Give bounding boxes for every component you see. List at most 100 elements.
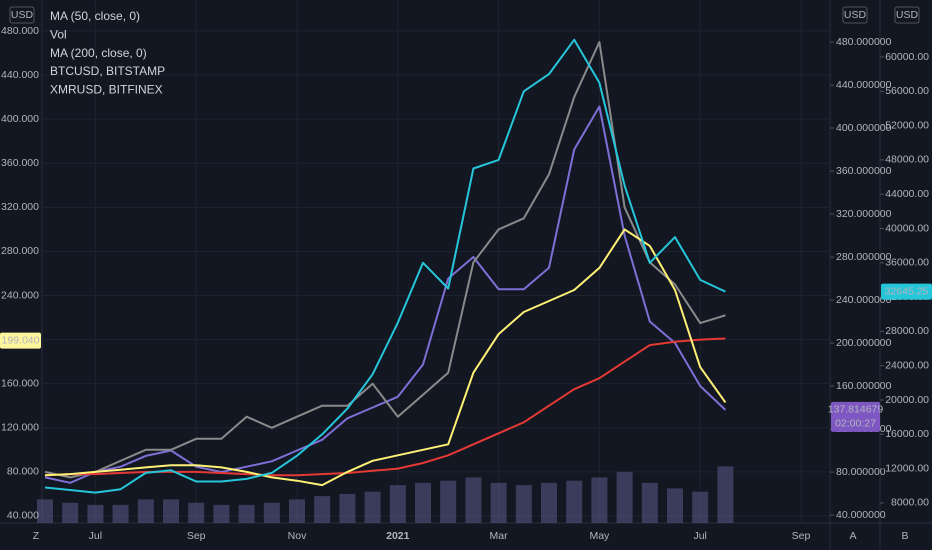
currency-label: USD bbox=[896, 9, 919, 21]
volume-bar bbox=[389, 485, 406, 523]
y-tick-label: 280.000 bbox=[1, 245, 39, 257]
price-countdown: 02:00:27 bbox=[835, 418, 876, 430]
y3-tick-label: 48000.00 bbox=[885, 154, 929, 166]
y3-tick-label: 52000.00 bbox=[885, 119, 929, 131]
y3-tick-label: 56000.00 bbox=[885, 85, 929, 97]
volume-bar bbox=[616, 471, 633, 523]
currency-box bbox=[842, 6, 868, 24]
volume-bar bbox=[440, 480, 457, 523]
price-label: 199.040 bbox=[2, 334, 40, 346]
price-label: 32645.25 bbox=[885, 285, 929, 297]
y3-tick-label: 24000.00 bbox=[885, 359, 929, 371]
y2-tick-label: 240.000000 bbox=[836, 294, 892, 306]
y2-tick-label: 40.000000 bbox=[836, 509, 886, 521]
y-tick-label: 480.000 bbox=[1, 25, 39, 37]
axis-button[interactable]: A bbox=[849, 530, 856, 542]
y2-tick-label: 360.000000 bbox=[836, 165, 892, 177]
axis-button[interactable]: Z bbox=[33, 530, 40, 542]
volume-bar bbox=[541, 482, 557, 523]
y3-tick-label: 28000.00 bbox=[885, 325, 929, 337]
volume-bar bbox=[213, 504, 230, 523]
volume-bar bbox=[490, 482, 507, 523]
price-label-box bbox=[881, 283, 932, 300]
volume-bar bbox=[137, 499, 154, 523]
x-tick-label: Jul bbox=[89, 530, 102, 542]
marks bbox=[37, 38, 734, 523]
y3-tick-label: 12000.00 bbox=[885, 462, 929, 474]
x-tick-label: 2021 bbox=[386, 530, 410, 542]
y-tick-label: 400.000 bbox=[1, 113, 39, 125]
price-label-box bbox=[0, 332, 41, 349]
volume-bar bbox=[112, 504, 129, 523]
series-line bbox=[44, 228, 727, 487]
y-tick-label: 440.000 bbox=[1, 69, 39, 81]
legend-entry[interactable]: Vol bbox=[50, 27, 67, 41]
legend-entry[interactable]: MA (50, close, 0) bbox=[50, 9, 140, 23]
volume-bar bbox=[87, 504, 104, 523]
legend-entry[interactable]: XMRUSD, BITFINEX bbox=[50, 82, 163, 96]
y3-tick-label: 8000.00 bbox=[891, 497, 929, 509]
currency-box bbox=[9, 6, 35, 24]
y-tick-label: 40.000 bbox=[7, 510, 39, 522]
y-tick-label: 160.000 bbox=[1, 377, 39, 389]
y2-tick-label: 440.000000 bbox=[836, 79, 892, 91]
volume-bar bbox=[263, 502, 280, 523]
y3-tick-label: 40000.00 bbox=[885, 222, 929, 234]
y-tick-label: 360.000 bbox=[1, 157, 39, 169]
currency-label: USD bbox=[11, 9, 34, 21]
volume-bar bbox=[314, 496, 331, 523]
y3-tick-label: 36000.00 bbox=[885, 257, 929, 269]
x-tick-label: Sep bbox=[792, 530, 811, 542]
volume-bar bbox=[163, 499, 179, 523]
volume-bar bbox=[415, 482, 431, 523]
volume-bar bbox=[188, 502, 205, 523]
y2-tick-label: 200.000000 bbox=[836, 337, 892, 349]
y2-tick-label: 400.000000 bbox=[836, 122, 892, 134]
legend-entry[interactable]: BTCUSD, BITSTAMP bbox=[50, 64, 165, 78]
y2-tick-label: 480.000000 bbox=[836, 36, 892, 48]
currency-label: USD bbox=[844, 9, 867, 21]
y2-tick-label: 320.000000 bbox=[836, 208, 892, 220]
volume-bar bbox=[515, 485, 532, 523]
y-tick-label: 80.000 bbox=[7, 466, 39, 478]
y3-tick-label: 16000.00 bbox=[885, 428, 929, 440]
series-line bbox=[44, 105, 727, 484]
y3-tick-label: 44000.00 bbox=[885, 188, 929, 200]
legend-entry[interactable]: MA (200, close, 0) bbox=[50, 46, 147, 60]
volume-bar bbox=[465, 477, 482, 523]
grid bbox=[42, 0, 830, 523]
y-tick-label: 120.000 bbox=[1, 422, 39, 434]
volume-bar bbox=[667, 488, 683, 523]
volume-bar bbox=[37, 499, 53, 523]
series-line bbox=[44, 38, 726, 494]
volume-bar bbox=[339, 493, 356, 523]
volume-bar bbox=[641, 482, 658, 523]
x-tick-label: Nov bbox=[288, 530, 307, 542]
volume-bar bbox=[364, 491, 381, 523]
volume-bar bbox=[692, 491, 709, 523]
x-tick-label: Sep bbox=[187, 530, 206, 542]
y2-tick-label: 280.000000 bbox=[836, 251, 892, 263]
y-tick-label: 240.000 bbox=[1, 289, 39, 301]
series-line bbox=[44, 41, 726, 479]
y2-tick-label: 160.000000 bbox=[836, 380, 892, 392]
y2-tick-label: 80.000000 bbox=[836, 466, 886, 478]
price-label: 137.814679 bbox=[828, 404, 884, 416]
x-tick-label: Mar bbox=[490, 530, 509, 542]
volume-bar bbox=[717, 466, 734, 523]
axis-button[interactable]: B bbox=[901, 530, 908, 542]
labels: 40.00080.000120.000160.000200.000240.000… bbox=[0, 6, 932, 542]
volume-bar bbox=[289, 499, 305, 523]
volume-bar bbox=[238, 504, 255, 523]
y3-tick-label: 60000.00 bbox=[885, 51, 929, 63]
volume-bar bbox=[62, 502, 79, 523]
y3-tick-label: 20000.00 bbox=[885, 394, 929, 406]
x-tick-label: May bbox=[589, 530, 610, 542]
volume-bar bbox=[566, 480, 583, 523]
y-tick-label: 320.000 bbox=[1, 201, 39, 213]
volume-bar bbox=[591, 477, 608, 523]
currency-box bbox=[894, 6, 920, 24]
x-tick-label: Jul bbox=[693, 530, 706, 542]
